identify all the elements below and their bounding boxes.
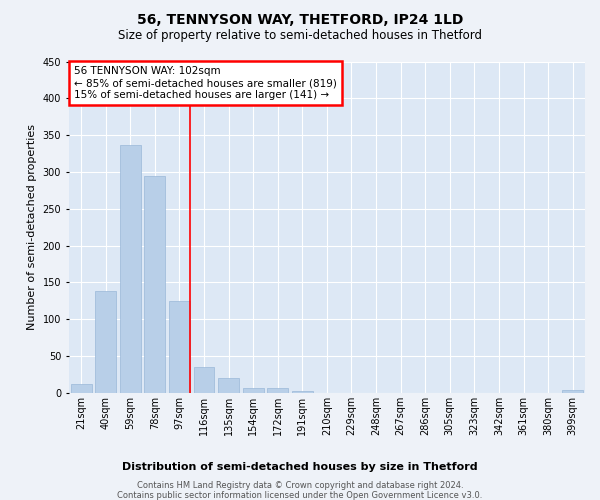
Bar bbox=[120, 144, 141, 393]
Bar bbox=[194, 367, 214, 393]
Bar bbox=[71, 384, 92, 393]
Text: 56, TENNYSON WAY, THETFORD, IP24 1LD: 56, TENNYSON WAY, THETFORD, IP24 1LD bbox=[137, 12, 463, 26]
Bar bbox=[145, 176, 165, 393]
Bar bbox=[562, 390, 583, 393]
Text: Distribution of semi-detached houses by size in Thetford: Distribution of semi-detached houses by … bbox=[122, 462, 478, 472]
Bar bbox=[268, 388, 288, 393]
Text: Size of property relative to semi-detached houses in Thetford: Size of property relative to semi-detach… bbox=[118, 29, 482, 42]
Bar bbox=[243, 388, 263, 393]
Bar bbox=[95, 291, 116, 393]
Y-axis label: Number of semi-detached properties: Number of semi-detached properties bbox=[27, 124, 37, 330]
Text: 56 TENNYSON WAY: 102sqm
← 85% of semi-detached houses are smaller (819)
15% of s: 56 TENNYSON WAY: 102sqm ← 85% of semi-de… bbox=[74, 66, 337, 100]
Text: Contains HM Land Registry data © Crown copyright and database right 2024.: Contains HM Land Registry data © Crown c… bbox=[137, 481, 463, 490]
Text: Contains public sector information licensed under the Open Government Licence v3: Contains public sector information licen… bbox=[118, 491, 482, 500]
Bar bbox=[292, 390, 313, 393]
Bar bbox=[169, 301, 190, 393]
Bar bbox=[218, 378, 239, 393]
